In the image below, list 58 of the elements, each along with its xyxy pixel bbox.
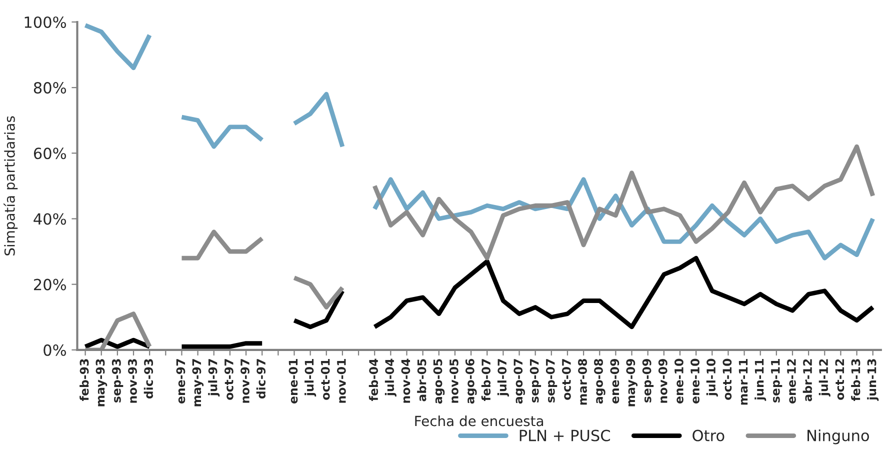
y-tick-label: 40%	[34, 213, 66, 225]
y-tick-label: 80%	[34, 82, 66, 94]
x-tick-label: ene-12	[786, 359, 796, 404]
x-tick-label: sep-07	[546, 359, 558, 402]
x-tick-label: nov-04	[401, 358, 410, 403]
x-tick-label: ago-05	[433, 359, 445, 404]
x-tick-label: jul-10	[706, 358, 718, 396]
legend-label: PLN + PUSC	[520, 430, 610, 442]
x-tick-label: jul-97	[208, 359, 220, 396]
x-tick-label: mar-08	[578, 358, 587, 405]
x-tick-label: jul-01	[304, 359, 316, 396]
y-tick-label: 20%	[34, 278, 66, 290]
x-tick-label: dic-97	[256, 359, 266, 399]
x-axis-title: Fecha de encuesta	[415, 416, 544, 426]
x-tick-label: nov-97	[240, 359, 250, 403]
x-tick-label: feb-04	[368, 358, 378, 401]
x-tick-label: jun-13	[867, 359, 879, 401]
x-tick-label: ago-08	[594, 358, 606, 404]
y-tick-label: 60%	[34, 148, 66, 160]
x-tick-label: sep-07	[530, 359, 542, 402]
x-tick-label: oct-10	[722, 358, 732, 400]
x-tick-label: feb-93	[80, 359, 89, 401]
x-tick-label: ene-10	[690, 358, 700, 404]
x-tick-label: sep-09	[642, 359, 654, 402]
y-tick-label: 100%	[24, 16, 66, 28]
x-tick-label: feb-13	[851, 359, 860, 401]
x-tick-label: abr-12	[802, 359, 812, 402]
x-tick-label: abr-05	[417, 359, 426, 402]
x-tick-label: nov-01	[336, 359, 346, 403]
x-tick-label: ene-09	[610, 359, 620, 404]
x-tick-label: oct-97	[224, 359, 234, 400]
x-tick-label: sep-11	[771, 359, 782, 402]
x-tick-label: sep-93	[112, 359, 124, 402]
x-tick-label: ago-07	[514, 359, 525, 404]
x-tick-label: oct-01	[320, 359, 330, 400]
x-tick-label: oct-12	[835, 359, 844, 400]
x-tick-label: may-09	[626, 359, 638, 406]
legend-label: Ninguno	[808, 429, 869, 444]
x-tick-label: nov-93	[128, 359, 137, 403]
x-tick-label: jul-12	[818, 359, 830, 396]
x-tick-label: ene-97	[176, 359, 186, 404]
x-tick-label: dic-93	[144, 359, 154, 399]
x-tick-label: may-93	[96, 359, 108, 406]
x-tick-label: ene-10	[674, 358, 684, 404]
x-tick-label: ene-01	[288, 359, 298, 404]
x-tick-label: oct-07	[562, 359, 571, 400]
x-tick-label: nov-05	[449, 359, 458, 403]
x-tick-label: jul-04	[384, 358, 396, 396]
x-tick-label: jul-07	[497, 359, 509, 396]
y-axis-title: Simpatía partidarias	[4, 116, 18, 256]
y-tick-label: 0%	[44, 344, 66, 356]
x-tick-label: ago-06	[465, 358, 477, 404]
x-tick-label: may-97	[192, 359, 204, 406]
x-tick-label: mar-11	[738, 359, 748, 405]
x-tick-label: nov-09	[658, 359, 668, 403]
legend-label: Otro	[692, 430, 724, 442]
x-tick-label: jun-11	[754, 359, 766, 401]
x-tick-label: feb-07	[481, 359, 491, 401]
